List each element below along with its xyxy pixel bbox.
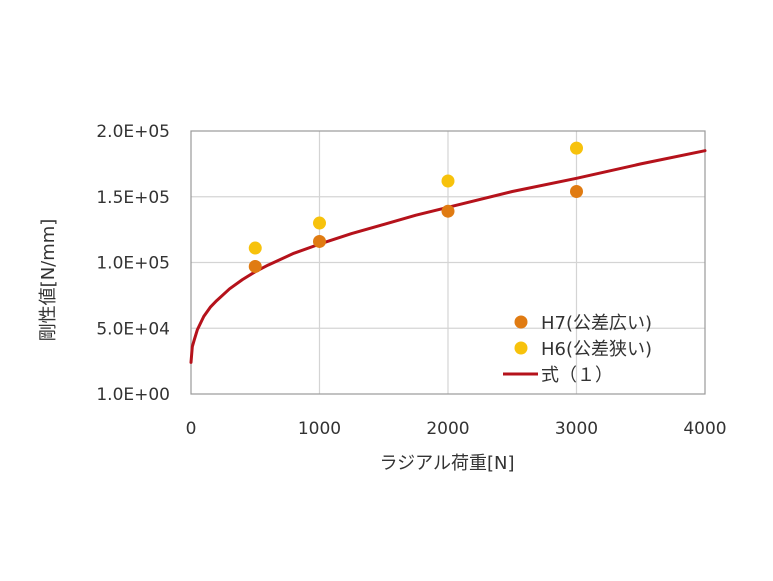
x-axis-title: ラジアル荷重[N] [380,453,515,474]
legend-label-h6: H6(公差狭い) [541,339,652,360]
formula-curve-layer [189,149,707,364]
data-points-layer [248,141,583,273]
data-point-series-1 [313,216,326,230]
data-point-series-1 [441,174,455,188]
x-tick-label: 4000 [683,419,726,439]
data-point-series-0 [570,184,583,198]
y-axis-title: 剛性値[N/mm] [38,219,59,342]
data-point-series-0 [313,234,326,248]
legend-label-formula: 式（１） [541,365,613,386]
formula-curve-line [189,149,707,364]
data-point-series-0 [441,204,455,218]
x-tick-label: 2000 [426,419,469,439]
y-tick-label: 5.0E+04 [96,319,170,339]
y-tick-label: 2.0E+05 [96,122,170,142]
x-axis-tick-labels: 0 1000 2000 3000 4000 [186,419,727,439]
y-tick-label: 1.0E+00 [96,385,170,405]
x-tick-label: 0 [186,419,197,439]
y-tick-label: 1.0E+05 [96,254,170,274]
y-tick-label: 1.5E+05 [96,188,170,208]
legend-label-h7: H7(公差広い) [541,313,652,334]
legend: H7(公差広い) H6(公差狭い) 式（１） [503,313,652,386]
x-tick-label: 1000 [298,419,341,439]
x-tick-label: 3000 [555,419,598,439]
y-axis-tick-labels: 1.0E+00 5.0E+04 1.0E+05 1.5E+05 2.0E+05 [96,122,170,405]
data-point-series-1 [248,241,262,255]
data-point-series-1 [570,141,583,155]
plot-area-frame [190,130,706,395]
legend-marker-h7 [514,315,528,329]
legend-marker-h6 [514,341,528,355]
data-point-series-0 [248,259,262,273]
